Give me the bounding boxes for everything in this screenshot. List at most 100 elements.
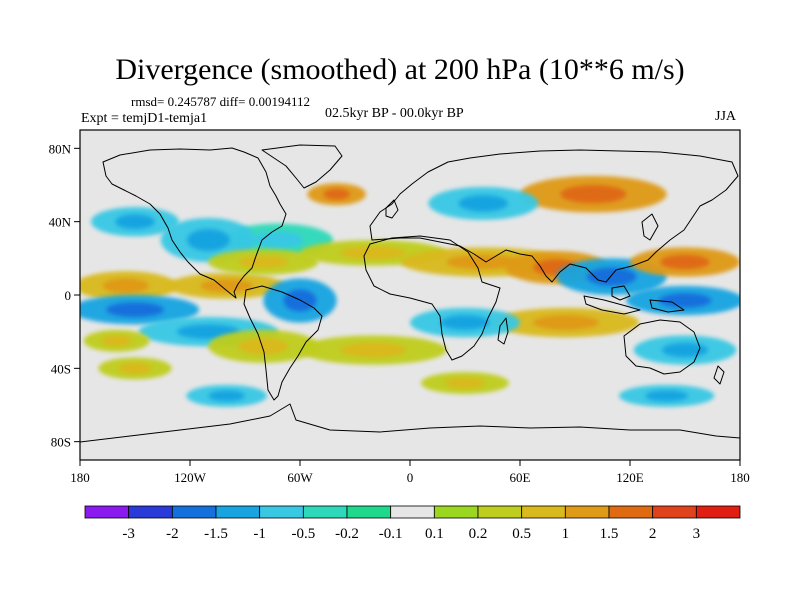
x-tick-label: 120W (174, 470, 207, 485)
divergence-anomaly-3 (80, 295, 200, 325)
divergence-anomaly-19 (428, 186, 539, 220)
colorbar-swatch (652, 505, 697, 519)
colorbar-label: -0.2 (335, 526, 359, 542)
colorbar-label: 0.1 (425, 526, 444, 542)
divergence-anomaly-2 (168, 273, 286, 299)
divergence-anomaly-23 (98, 357, 172, 380)
coastline-south-america (243, 285, 323, 401)
coastline-new-guinea (649, 299, 685, 313)
divergence-anomaly-22 (633, 335, 737, 365)
divergence-anomaly-16 (492, 307, 640, 338)
x-tick-label: 0 (407, 470, 414, 485)
coastline-antarctica (80, 403, 740, 443)
divergence-anomaly-18 (520, 175, 667, 213)
coastline-british-isles (385, 199, 399, 219)
divergence-anomaly-27 (83, 329, 150, 352)
coastline-madagascar (497, 317, 509, 345)
coastline-australia (623, 319, 701, 375)
colorbar-label: 0.5 (512, 526, 531, 542)
map-axes: 180 120W 60W 0 60E 120E 180 80N 40N 0 40S 80S (49, 141, 750, 485)
x-tick-label: 120E (616, 470, 644, 485)
colorbar-swatch (564, 505, 610, 519)
coastline-borneo (611, 285, 631, 301)
colorbar-label: -0.5 (291, 526, 315, 542)
divergence-anomaly-24 (186, 384, 267, 407)
divergence-anomaly-8 (91, 207, 179, 237)
colorbar-swatch (302, 505, 348, 519)
colorbar-label: 1.5 (600, 526, 619, 542)
divergence-anomaly-9 (208, 249, 319, 275)
colorbar-swatch (84, 505, 130, 519)
colorbar-swatch (521, 505, 566, 519)
divergence-anomaly-core (200, 279, 254, 293)
divergence-anomaly-28 (307, 183, 366, 206)
colorbar-label: 3 (693, 526, 701, 542)
experiment-label: Expt = temjD1-temja1 (81, 111, 208, 126)
divergence-anomaly-core (106, 302, 164, 317)
divergence-anomaly-core (340, 342, 407, 358)
colorbar-label: -2 (166, 526, 179, 542)
colorbar-swatch (390, 505, 435, 519)
coastline-north-america (102, 147, 287, 299)
divergence-anomaly-core (186, 229, 230, 251)
y-tick-label: 80S (51, 435, 71, 450)
coastline-new-zealand (713, 365, 725, 385)
divergence-anomaly-21 (208, 329, 319, 363)
divergence-anomaly-core (115, 214, 155, 230)
divergence-anomaly-core (446, 254, 521, 270)
divergence-anomaly-15 (626, 285, 740, 316)
colorbar-swatch (171, 505, 217, 519)
continent-outlines (80, 144, 740, 443)
colorbar-label: -3 (122, 526, 135, 542)
y-tick-label: 40S (51, 361, 71, 376)
divergence-anomaly-26 (619, 384, 715, 407)
colorbar-label: 1 (562, 526, 570, 542)
colorbar-swatch (433, 505, 479, 519)
rmsd-diff-stats: rmsd= 0.245787 diff= 0.00194112 (131, 94, 310, 109)
divergence-anomaly-1 (80, 271, 178, 301)
divergence-anomaly-25 (421, 372, 509, 394)
divergence-anomaly-core (208, 390, 245, 402)
divergence-anomaly-20 (300, 335, 447, 365)
divergence-anomaly-core (238, 255, 289, 269)
season-label: JJA (715, 109, 737, 124)
coastline-africa (363, 235, 501, 361)
colorbar-label: -0.1 (379, 526, 403, 542)
colorbar-label: -1.5 (204, 526, 228, 542)
coastline-indonesia (583, 295, 641, 315)
colorbar-swatch (128, 505, 173, 519)
colorbar-swatch (477, 505, 523, 519)
colorbar-label: 2 (649, 526, 657, 542)
x-tick-label: 180 (730, 470, 750, 485)
coastline-eurasia (369, 149, 739, 283)
divergence-anomaly-core (586, 267, 637, 286)
divergence-anomaly-10 (300, 240, 447, 266)
divergence-anomaly-core (253, 231, 303, 249)
divergence-anomaly-core (445, 377, 485, 389)
divergence-anomaly-core (238, 338, 289, 355)
divergence-anomaly-core (323, 188, 350, 200)
colorbar: -3 -2 -1.5 -1 -0.5 -0.2 -0.1 0.1 0.2 0.5 1 1.5 2 3 (84, 505, 741, 542)
x-tick-label: 60E (510, 470, 531, 485)
divergence-anomaly-17 (410, 307, 520, 338)
divergence-anomaly-core (645, 390, 689, 402)
divergence-anomaly-core (660, 254, 710, 270)
x-tick-label: 60W (287, 470, 313, 485)
divergence-anomaly-core (102, 278, 149, 294)
divergence-anomaly-core (661, 342, 709, 358)
y-tick-label: 80N (49, 141, 72, 156)
coastline-greenland (261, 144, 343, 189)
period-label: 02.5kyr BP - 00.0kyr BP (325, 106, 464, 121)
divergence-anomaly-core (440, 315, 490, 330)
divergence-anomaly-14 (630, 247, 740, 277)
y-tick-label: 40N (49, 215, 72, 230)
colorbar-label: 0.2 (469, 526, 488, 542)
divergence-anomaly-core (118, 362, 152, 374)
colorbar-swatch (215, 505, 261, 519)
colorbar-swatch (695, 505, 741, 519)
y-tick-label: 0 (65, 288, 72, 303)
divergence-anomaly-core (458, 195, 509, 212)
colorbar-swatch (346, 505, 392, 519)
divergence-anomaly-core (101, 335, 132, 347)
divergence-anomaly-core (532, 315, 599, 330)
